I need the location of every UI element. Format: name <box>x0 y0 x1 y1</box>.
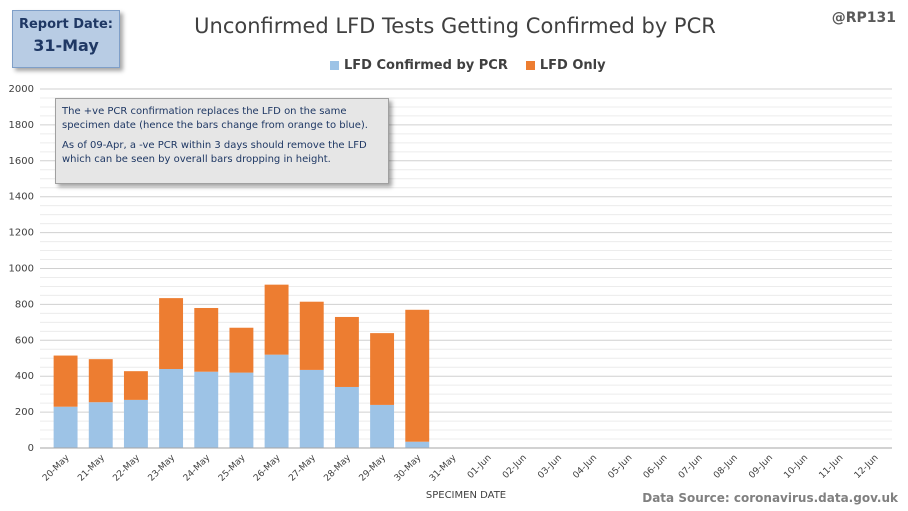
x-tick-label: 22-May <box>111 453 142 484</box>
y-tick-label: 1400 <box>9 192 34 203</box>
x-tick-label: 31-May <box>428 453 459 484</box>
x-tick-label: 12-Jun <box>853 453 881 481</box>
y-tick-label: 600 <box>15 335 34 346</box>
x-tick-label: 23-May <box>147 453 178 484</box>
x-tick-label: 03-Jun <box>536 453 564 481</box>
x-tick-label: 21-May <box>76 453 107 484</box>
x-tick-label: 30-May <box>393 453 424 484</box>
note-line-2: As of 09-Apr, a -ve PCR within 3 days sh… <box>62 140 367 165</box>
y-tick-label: 1200 <box>9 228 34 239</box>
legend-swatch-confirmed <box>330 61 339 70</box>
bar-confirmed <box>194 371 219 448</box>
x-tick-label: 02-Jun <box>501 453 529 481</box>
bar-confirmed <box>405 441 430 448</box>
note-line-1: The +ve PCR confirmation replaces the LF… <box>62 106 368 131</box>
bar-confirmed <box>53 406 78 448</box>
annotation-note: The +ve PCR confirmation replaces the LF… <box>55 98 389 184</box>
bar-confirmed <box>88 402 113 448</box>
bar-confirmed <box>334 386 359 448</box>
x-tick-label: 01-Jun <box>466 453 494 481</box>
y-tick-label: 400 <box>15 371 34 382</box>
legend: LFD Confirmed by PCR LFD Only <box>330 58 606 73</box>
report-date-label: Report Date: <box>18 17 113 32</box>
x-tick-label: 07-Jun <box>677 453 705 481</box>
bar-lfd-only <box>370 333 395 405</box>
x-tick-label: 24-May <box>182 453 213 484</box>
y-tick-label: 800 <box>15 299 34 310</box>
x-tick-label: 05-Jun <box>607 453 635 481</box>
bar-lfd-only <box>123 371 148 400</box>
bar-lfd-only <box>159 298 184 370</box>
bars <box>53 284 430 448</box>
x-axis-ticks: 20-May 21-May 22-May 23-May 24-May 25-May 26-M… <box>41 453 880 484</box>
bar-lfd-only <box>229 327 254 373</box>
x-tick-label: 09-Jun <box>747 453 775 481</box>
y-tick-label: 200 <box>15 407 34 418</box>
x-tick-label: 27-May <box>287 453 318 484</box>
x-tick-label: 08-Jun <box>712 453 740 481</box>
legend-swatch-lfd-only <box>525 61 535 70</box>
bar-lfd-only <box>88 359 113 403</box>
bar-confirmed <box>123 399 148 448</box>
legend-item-lfd-only: LFD Only <box>525 58 606 73</box>
y-tick-label: 1600 <box>9 156 34 167</box>
bar-lfd-only <box>53 355 78 407</box>
bar-lfd-only <box>405 309 430 442</box>
bar-confirmed <box>229 372 254 448</box>
bar-lfd-only <box>299 301 324 370</box>
report-date-box: Report Date: 31-May <box>12 10 120 68</box>
bar-confirmed <box>264 354 289 448</box>
bar-confirmed <box>370 404 395 448</box>
legend-label-lfd-only: LFD Only <box>539 58 606 73</box>
x-tick-label: 29-May <box>358 453 389 484</box>
bar-confirmed <box>299 369 324 448</box>
x-tick-label: 04-Jun <box>571 453 599 481</box>
y-tick-label: 1800 <box>9 120 34 131</box>
x-tick-label: 28-May <box>322 453 353 484</box>
report-date-value: 31-May <box>33 36 99 55</box>
y-tick-label: 0 <box>28 443 34 454</box>
y-axis-ticks: 0 200 400 600 800 1000 1200 1400 1600 1800 2000 <box>9 84 34 454</box>
x-tick-label: 11-Jun <box>818 453 846 481</box>
chart-title: Unconfirmed LFD Tests Getting Confirmed … <box>194 14 716 38</box>
x-tick-label: 26-May <box>252 453 283 484</box>
legend-item-confirmed: LFD Confirmed by PCR <box>330 58 508 73</box>
data-source: Data Source: coronavirus.data.gov.uk <box>642 491 898 505</box>
x-tick-label: 10-Jun <box>782 453 810 481</box>
y-tick-label: 1000 <box>9 264 34 275</box>
legend-label-confirmed: LFD Confirmed by PCR <box>344 58 508 73</box>
x-axis-label: SPECIMEN DATE <box>426 490 506 501</box>
x-tick-label: 25-May <box>217 453 248 484</box>
x-tick-label: 06-Jun <box>642 453 670 481</box>
bar-lfd-only <box>194 307 219 372</box>
x-tick-label: 20-May <box>41 453 72 484</box>
bar-lfd-only <box>264 284 289 355</box>
author-handle: @RP131 <box>831 10 896 26</box>
bar-confirmed <box>159 369 184 448</box>
bar-lfd-only <box>334 316 359 387</box>
y-tick-label: 2000 <box>9 84 34 95</box>
